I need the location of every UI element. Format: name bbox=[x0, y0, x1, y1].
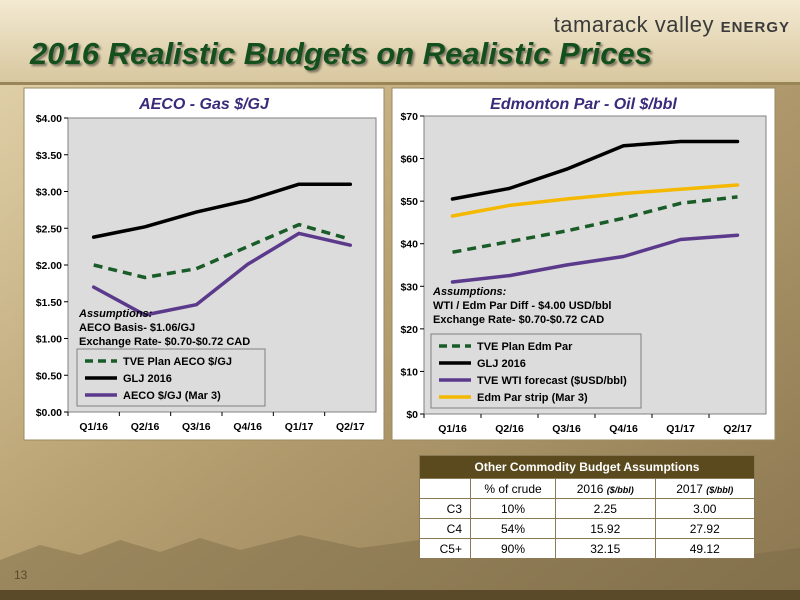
legend-label: GLJ 2016 bbox=[123, 373, 172, 385]
cell-crude: 54% bbox=[470, 518, 556, 539]
slide-title: 2016 Realistic Budgets on Realistic Pric… bbox=[30, 36, 652, 71]
chart-title: Edmonton Par - Oil $/bbl bbox=[490, 96, 677, 113]
cell-crude: 10% bbox=[470, 498, 556, 519]
assumption-note: Assumptions: bbox=[432, 286, 507, 298]
y-tick-label: $10 bbox=[400, 366, 418, 378]
y-tick-label: $0.50 bbox=[36, 370, 62, 382]
legend-label: Edm Par strip (Mar 3) bbox=[477, 392, 588, 404]
table-row: C3 10% 2.25 3.00 bbox=[419, 498, 755, 519]
y-tick-label: $40 bbox=[400, 239, 418, 251]
y-tick-label: $2.00 bbox=[36, 260, 62, 272]
x-tick-label: Q1/16 bbox=[79, 421, 108, 433]
series-line bbox=[91, 182, 353, 239]
y-tick-label: $20 bbox=[400, 324, 418, 336]
y-tick-label: $4.00 bbox=[36, 113, 62, 125]
x-tick-label: Q2/17 bbox=[336, 421, 365, 433]
page-number: 13 bbox=[14, 568, 28, 582]
x-tick-label: Q2/16 bbox=[131, 421, 160, 433]
x-tick-label: Q4/16 bbox=[609, 423, 638, 435]
table-header-2017: 2017 ($/bbl) bbox=[654, 478, 755, 499]
y-tick-label: $0 bbox=[406, 409, 418, 421]
legend-label: AECO $/GJ (Mar 3) bbox=[123, 390, 221, 402]
legend-label: TVE Plan AECO $/GJ bbox=[123, 356, 232, 368]
assumption-note: Assumptions: bbox=[78, 308, 153, 320]
series-line bbox=[450, 139, 740, 201]
assumption-note: Exchange Rate- $0.70-$0.72 CAD bbox=[433, 314, 604, 326]
legend-label: TVE Plan Edm Par bbox=[477, 341, 573, 353]
y-tick-label: $70 bbox=[400, 111, 418, 123]
cell-2016: 2.25 bbox=[555, 498, 656, 519]
x-tick-label: Q4/16 bbox=[233, 421, 262, 433]
y-tick-label: $2.50 bbox=[36, 223, 62, 235]
y-tick-label: $50 bbox=[400, 196, 418, 208]
y-tick-label: $30 bbox=[400, 281, 418, 293]
series-line bbox=[452, 195, 738, 254]
row-label: C5+ bbox=[419, 538, 471, 559]
company-logo: tamarack valley ENERGY bbox=[553, 12, 790, 37]
table-row: C5+ 90% 32.15 49.12 bbox=[419, 538, 755, 559]
legend-label: TVE WTI forecast ($USD/bbl) bbox=[477, 375, 627, 387]
x-tick-label: Q1/17 bbox=[285, 421, 314, 433]
table-header-2016: 2016 ($/bbl) bbox=[555, 478, 656, 499]
y-tick-label: $3.00 bbox=[36, 187, 62, 199]
row-label: C3 bbox=[419, 498, 471, 519]
cell-2017: 3.00 bbox=[654, 498, 755, 519]
assumption-note: Exchange Rate- $0.70-$0.72 CAD bbox=[79, 336, 250, 348]
y-tick-label: $60 bbox=[400, 154, 418, 166]
y-tick-label: $3.50 bbox=[36, 150, 62, 162]
series-line bbox=[450, 183, 740, 218]
x-tick-label: Q3/16 bbox=[182, 421, 211, 433]
series-line bbox=[93, 222, 351, 280]
table-row: C4 54% 15.92 27.92 bbox=[419, 518, 755, 539]
cell-crude: 90% bbox=[470, 538, 556, 559]
y-tick-label: $1.00 bbox=[36, 334, 62, 346]
y-tick-label: $1.50 bbox=[36, 297, 62, 309]
x-tick-label: Q1/16 bbox=[438, 423, 467, 435]
cell-2016: 32.15 bbox=[555, 538, 656, 559]
cell-2017: 49.12 bbox=[654, 538, 755, 559]
table-header-crude: % of crude bbox=[470, 478, 556, 499]
chart-title: AECO - Gas $/GJ bbox=[138, 96, 270, 113]
assumption-note: WTI / Edm Par Diff - $4.00 USD/bbl bbox=[433, 300, 611, 312]
table-header-blank bbox=[419, 478, 471, 499]
x-tick-label: Q1/17 bbox=[666, 423, 695, 435]
cell-2017: 27.92 bbox=[654, 518, 755, 539]
y-tick-label: $0.00 bbox=[36, 407, 62, 419]
commodity-assumptions-table: Other Commodity Budget Assumptions % of … bbox=[419, 455, 755, 559]
x-tick-label: Q3/16 bbox=[552, 423, 581, 435]
x-tick-label: Q2/17 bbox=[723, 423, 752, 435]
cell-2016: 15.92 bbox=[555, 518, 656, 539]
table-title: Other Commodity Budget Assumptions bbox=[419, 455, 755, 479]
series-line bbox=[91, 231, 353, 317]
series-line bbox=[450, 233, 740, 284]
assumption-note: AECO Basis- $1.06/GJ bbox=[79, 322, 195, 334]
row-label: C4 bbox=[419, 518, 471, 539]
legend-label: GLJ 2016 bbox=[477, 358, 526, 370]
x-tick-label: Q2/16 bbox=[495, 423, 524, 435]
